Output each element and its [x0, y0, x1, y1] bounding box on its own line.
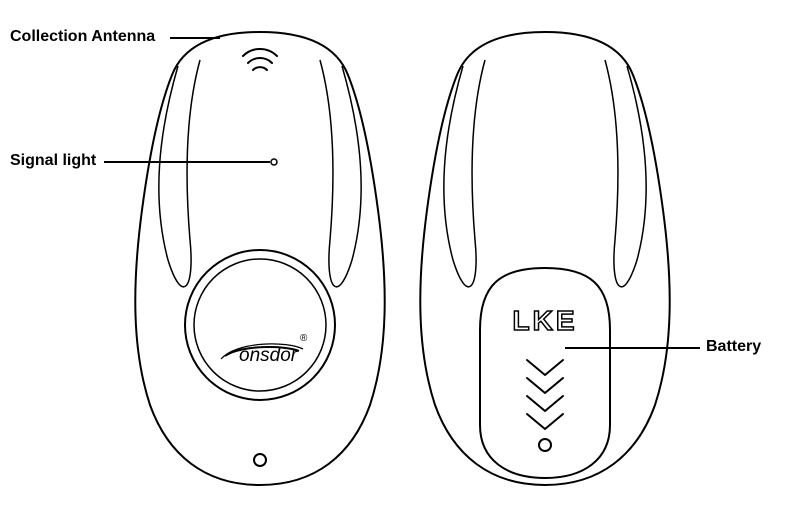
front-device: onsdor ®	[130, 30, 390, 490]
chevrons-icon	[527, 360, 563, 429]
brand-logo: onsdor ®	[221, 333, 308, 366]
lke-text: LKE	[513, 305, 578, 336]
label-signal-light: Signal light	[10, 152, 96, 170]
back-bottom-hole	[539, 439, 551, 451]
front-button-outer	[185, 250, 335, 400]
wifi-icon	[243, 49, 277, 70]
back-body-outline	[420, 32, 669, 485]
signal-light	[271, 159, 277, 165]
battery-cover	[480, 268, 610, 478]
label-battery: Battery	[706, 338, 761, 356]
front-button-inner	[194, 259, 326, 391]
front-bottom-hole	[254, 454, 266, 466]
back-device: LKE	[415, 30, 675, 490]
brand-text: onsdor	[239, 345, 298, 366]
brand-registered: ®	[300, 333, 308, 344]
